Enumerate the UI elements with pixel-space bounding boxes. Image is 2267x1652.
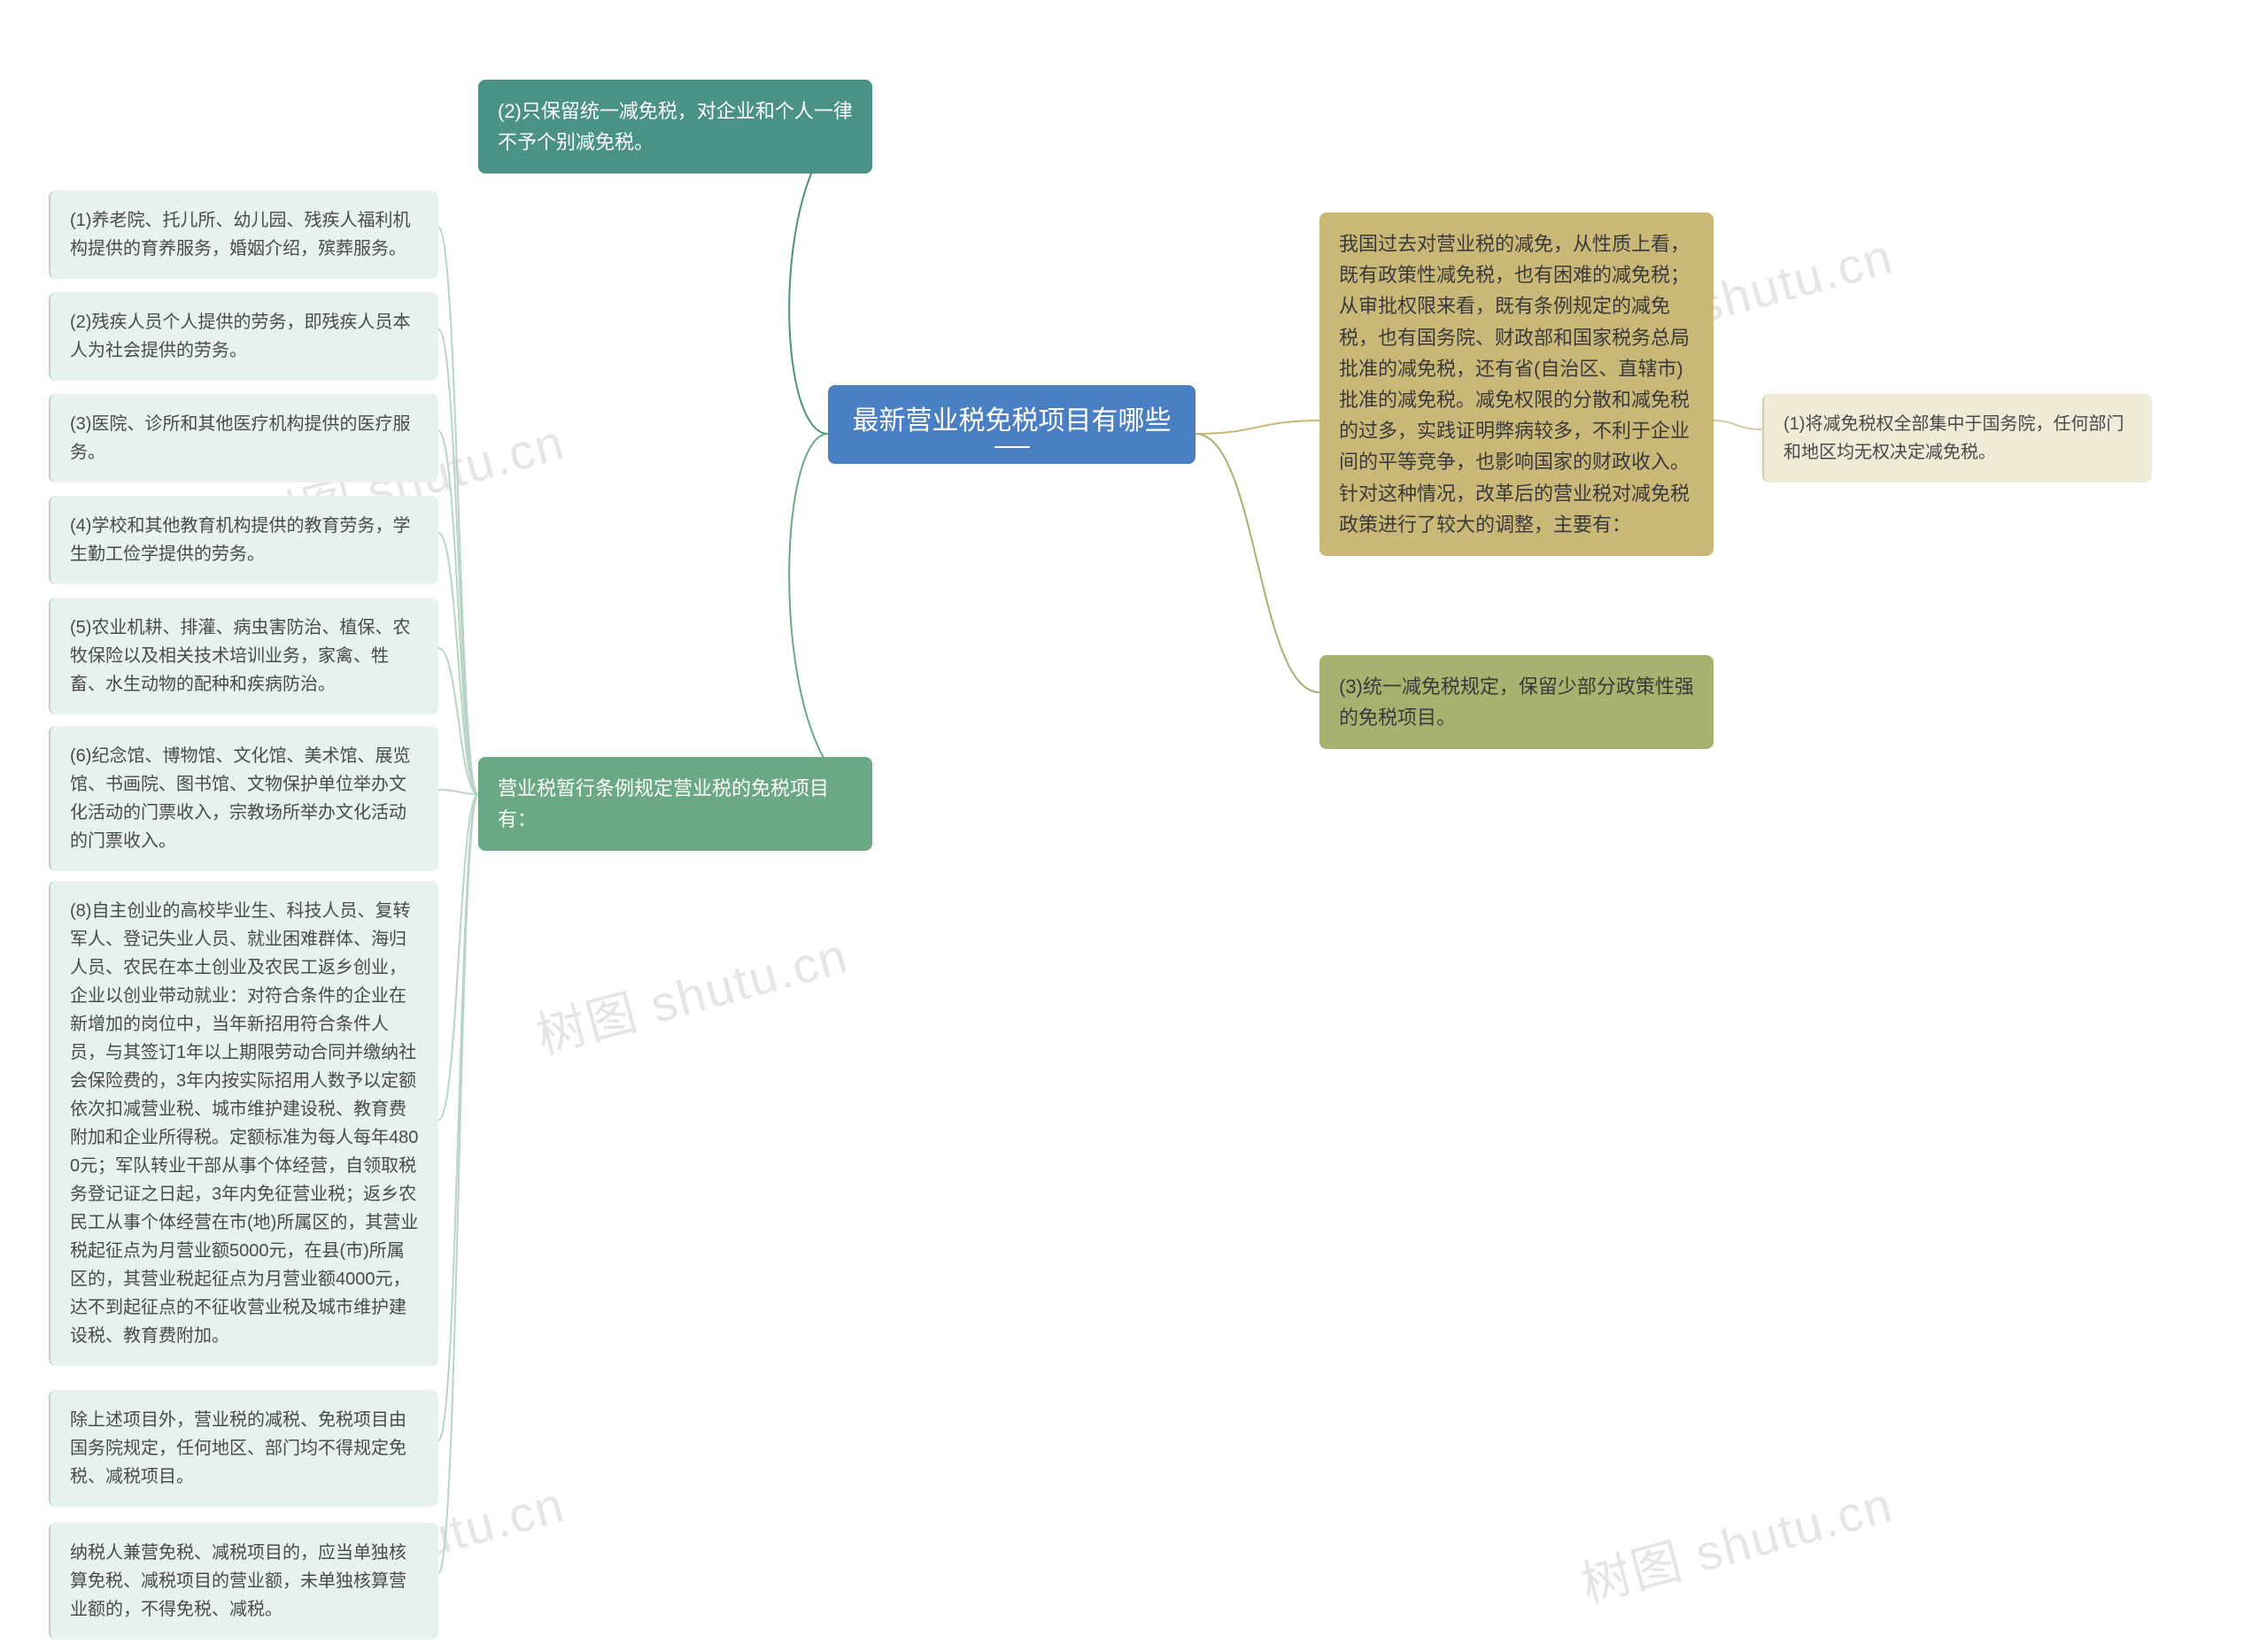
leaf-item-6[interactable]: (6)纪念馆、博物馆、文化馆、美术馆、展览馆、书画院、图书馆、文物保护单位举办文… — [49, 726, 438, 871]
leaf-item-4[interactable]: (4)学校和其他教育机构提供的教育劳务，学生勤工俭学提供的劳务。 — [49, 496, 438, 584]
leaf-item-3[interactable]: (3)医院、诊所和其他医疗机构提供的医疗服务。 — [49, 394, 438, 482]
leaf-item-8[interactable]: (8)自主创业的高校毕业生、科技人员、复转军人、登记失业人员、就业困难群体、海归… — [49, 881, 438, 1366]
leaf-item-1[interactable]: (1)养老院、托儿所、幼儿园、残疾人福利机构提供的育养服务，婚姻介绍，殡葬服务。 — [49, 190, 438, 279]
branch-background[interactable]: 我国过去对营业税的减免，从性质上看，既有政策性减免税，也有困难的减免税；从审批权… — [1319, 212, 1714, 556]
branch-exempt-items[interactable]: 营业税暂行条例规定营业税的免税项目有： — [478, 757, 872, 851]
leaf-item-mixed[interactable]: 纳税人兼营免税、减税项目的，应当单独核算免税、减税项目的营业额，未单独核算营业额… — [49, 1523, 438, 1640]
watermark: 树图 shutu.cn — [1573, 1465, 1900, 1617]
leaf-item-5[interactable]: (5)农业机耕、排灌、病虫害防治、植保、农牧保险以及相关技术培训业务，家禽、牲畜… — [49, 598, 438, 714]
leaf-centralize-power[interactable]: (1)将减免税权全部集中于国务院，任何部门和地区均无权决定减免税。 — [1762, 394, 2152, 482]
branch-keep-unified[interactable]: (2)只保留统一减免税，对企业和个人一律不予个别减免税。 — [478, 80, 872, 174]
leaf-item-other[interactable]: 除上述项目外，营业税的减税、免税项目由国务院规定，任何地区、部门均不得规定免税、… — [49, 1390, 438, 1507]
leaf-item-2[interactable]: (2)残疾人员个人提供的劳务，即残疾人员本人为社会提供的劳务。 — [49, 292, 438, 381]
root-node[interactable]: 最新营业税免税项目有哪些 — [828, 385, 1195, 464]
watermark: 树图 shutu.cn — [528, 916, 855, 1069]
branch-unified-rules[interactable]: (3)统一减免税规定，保留少部分政策性强的免税项目。 — [1319, 655, 1714, 749]
